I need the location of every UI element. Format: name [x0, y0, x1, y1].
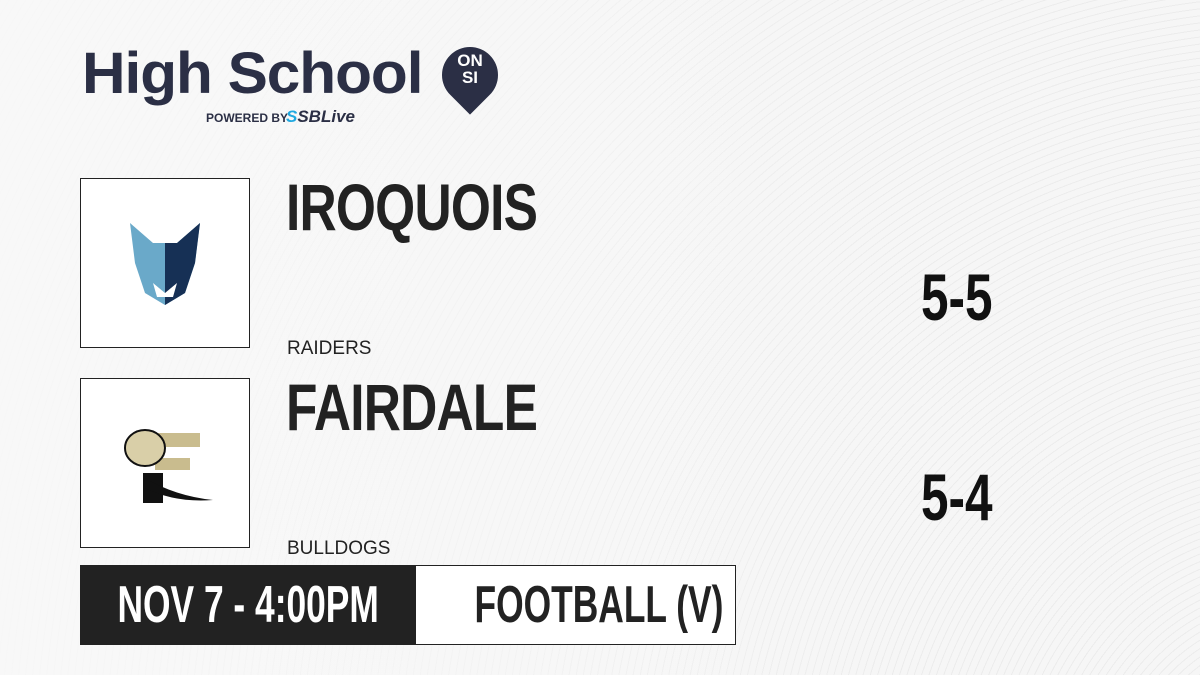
brand-badge: ON SI: [457, 51, 483, 87]
team-logo-fairdale: [80, 378, 250, 548]
team-logo-iroquois: [80, 178, 250, 348]
team-record: 5-4: [921, 460, 993, 534]
team-mascot: BULLDOGS: [287, 538, 391, 559]
team-name: FAIRDALE: [286, 370, 538, 444]
bulldog-f-logo-icon: [124, 429, 213, 503]
powered-by-label: POWERED BY: [206, 111, 289, 125]
team-mascot: RAIDERS: [287, 338, 372, 359]
team-record: 5-5: [921, 260, 993, 334]
game-datetime: NOV 7 - 4:00PM: [81, 566, 416, 644]
team-name: IROQUOIS: [286, 170, 538, 244]
wolf-logo-icon: [130, 223, 200, 305]
brand-title: High School: [82, 41, 423, 106]
game-info-bar: NOV 7 - 4:00PM FOOTBALL (V): [80, 565, 736, 645]
game-sport: FOOTBALL (V): [474, 576, 724, 634]
partner-logo: SSBLive: [286, 107, 355, 126]
